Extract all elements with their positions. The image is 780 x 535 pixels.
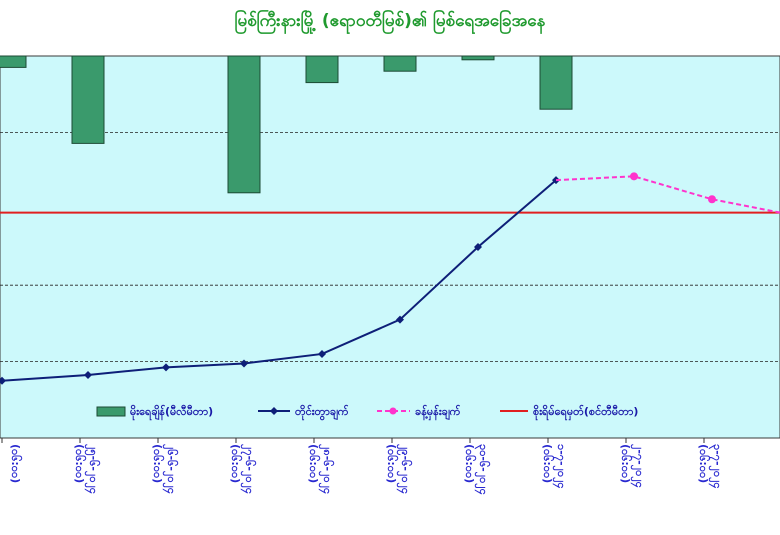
observed-point bbox=[396, 315, 404, 324]
observed-line bbox=[1, 179, 557, 382]
rainfall-bar bbox=[227, 55, 261, 194]
x-tick-label: ၂၉-၆-၂၀၂၄(၀၆:၀၀) bbox=[385, 444, 412, 494]
legend-observed-marker bbox=[270, 407, 278, 415]
rainfall-bar bbox=[539, 55, 573, 110]
chart-title: မြစ်ကြီးနားမြို့ (ဧရာဝတီမြစ်)၏ မြစ်ရေအခြ… bbox=[234, 11, 546, 31]
x-tick-label: ၁-၇-၂၀၂၄(၀၆:၀၀) bbox=[541, 444, 568, 489]
legend-observed-label: တိုင်းတွာချက် bbox=[295, 404, 349, 421]
plot-area bbox=[0, 55, 780, 439]
legend-danger-label: စိုးရိမ်ရေမှတ်(စင်တီမီတာ) bbox=[533, 404, 638, 421]
observed-point bbox=[84, 370, 92, 379]
observed-point bbox=[474, 243, 482, 251]
x-tick-label: ၂-၇-၂၀၂၄(၀၆:၀၀) bbox=[619, 444, 646, 488]
rainfall-bar bbox=[0, 55, 27, 68]
rainfall-bar bbox=[71, 55, 105, 144]
legend-rainfall-swatch bbox=[96, 406, 126, 417]
rainfall-bar bbox=[461, 55, 495, 61]
legend-rainfall-label: မိုးရေချိန်(မီလီမီတာ) bbox=[130, 404, 213, 421]
rainfall-bar bbox=[305, 55, 339, 84]
rainfall-bar bbox=[383, 55, 417, 72]
x-tick-label: (၀၆:၀၀) bbox=[9, 444, 22, 483]
observed-point bbox=[240, 359, 248, 368]
x-tick-label: ၃၀-၆-၂၀၂၄(၀၆:၀၀) bbox=[463, 444, 490, 495]
observed-point bbox=[0, 376, 6, 385]
legend-forecast-marker bbox=[389, 407, 397, 415]
legend-forecast-label: ခန့်မှန်းချက် bbox=[415, 404, 461, 421]
forecast-point bbox=[630, 172, 638, 181]
forecast-point bbox=[708, 195, 716, 204]
x-tick-label: ၂၇-၆-၂၀၂၄(၀၆:၀၀) bbox=[229, 444, 256, 494]
x-tick-label: ၂၆-၆-၂၀၂၄(၀၆:၀၀) bbox=[151, 444, 178, 494]
observed-point bbox=[162, 363, 170, 372]
x-tick-label: ၃-၇-၂၀၂၄(၀၆:၀၀) bbox=[697, 444, 724, 489]
observed-point bbox=[318, 349, 326, 358]
x-tick-label: ၂၈-၆-၂၀၂၄(၀၆:၀၀) bbox=[307, 444, 334, 494]
x-tick-label: ၂၅-၆-၂၀၂၄(၀၆:၀၀) bbox=[73, 444, 100, 494]
